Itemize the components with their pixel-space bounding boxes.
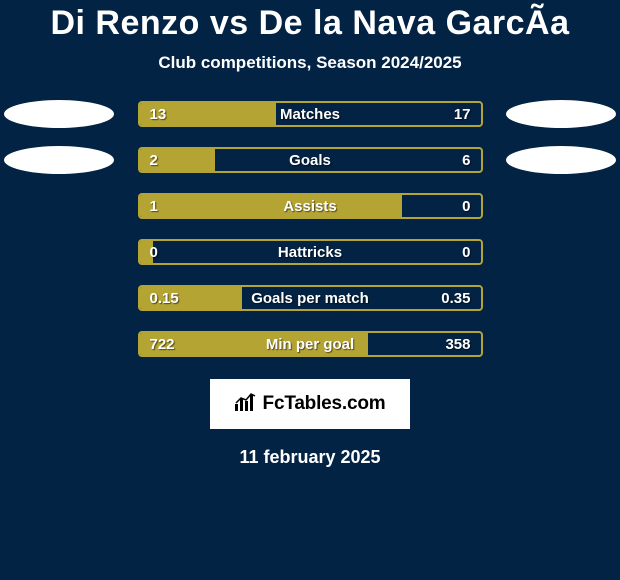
stat-bar: 722Min per goal358 bbox=[138, 331, 483, 357]
stat-label: Min per goal bbox=[140, 333, 481, 355]
logo-box: FcTables.com bbox=[210, 379, 410, 429]
date-text: 11 february 2025 bbox=[239, 447, 380, 468]
stat-row: 1Assists0 bbox=[0, 191, 620, 221]
page-title: Di Renzo vs De la Nava GarcÃ­a bbox=[50, 4, 569, 43]
stat-bar: 2Goals6 bbox=[138, 147, 483, 173]
stat-label: Goals per match bbox=[140, 287, 481, 309]
player-left-ellipse bbox=[4, 146, 114, 174]
stat-right-value: 358 bbox=[445, 333, 470, 355]
player-left-ellipse bbox=[4, 100, 114, 128]
stat-right-value: 17 bbox=[454, 103, 471, 125]
player-right-ellipse bbox=[506, 100, 616, 128]
stat-bar: 0.15Goals per match0.35 bbox=[138, 285, 483, 311]
stat-label: Hattricks bbox=[140, 241, 481, 263]
comparison-infographic: Di Renzo vs De la Nava GarcÃ­a Club comp… bbox=[0, 0, 620, 580]
stat-row: 2Goals6 bbox=[0, 145, 620, 175]
stat-bar: 13Matches17 bbox=[138, 101, 483, 127]
stat-bar: 0Hattricks0 bbox=[138, 239, 483, 265]
stat-rows: 13Matches172Goals61Assists00Hattricks00.… bbox=[0, 99, 620, 375]
stat-row: 722Min per goal358 bbox=[0, 329, 620, 359]
stat-row: 0.15Goals per match0.35 bbox=[0, 283, 620, 313]
logo-text: FcTables.com bbox=[263, 393, 386, 415]
subtitle: Club competitions, Season 2024/2025 bbox=[158, 53, 461, 73]
player-right-ellipse bbox=[506, 146, 616, 174]
stat-row: 0Hattricks0 bbox=[0, 237, 620, 267]
stat-right-value: 0.35 bbox=[441, 287, 470, 309]
stat-right-value: 6 bbox=[462, 149, 470, 171]
stat-right-value: 0 bbox=[462, 195, 470, 217]
stat-bar: 1Assists0 bbox=[138, 193, 483, 219]
stat-row: 13Matches17 bbox=[0, 99, 620, 129]
stat-label: Matches bbox=[140, 103, 481, 125]
stat-label: Assists bbox=[140, 195, 481, 217]
bars-icon bbox=[235, 393, 257, 416]
stat-right-value: 0 bbox=[462, 241, 470, 263]
stat-label: Goals bbox=[140, 149, 481, 171]
